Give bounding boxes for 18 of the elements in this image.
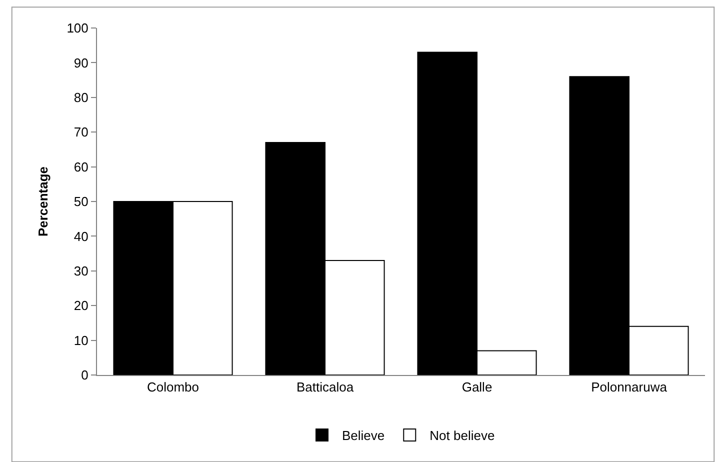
y-tick-label: 70 — [74, 124, 88, 140]
legend-label: Believe — [342, 428, 385, 444]
y-tick-label: 40 — [74, 228, 88, 244]
y-axis-title: Percentage — [36, 166, 51, 237]
y-tick-label: 20 — [74, 298, 88, 314]
y-tick-label: 60 — [74, 159, 88, 174]
y-tick-label: 50 — [74, 194, 88, 210]
x-tick-label: Polonnaruwa — [591, 380, 668, 395]
x-tick-label: Batticaloa — [296, 380, 354, 395]
y-tick-label: 0 — [81, 368, 88, 383]
y-tick-label: 90 — [74, 55, 88, 70]
x-tick-label: Galle — [462, 380, 492, 395]
y-tick-label: 30 — [74, 263, 88, 278]
x-tick-label: Colombo — [146, 380, 200, 395]
y-tick-label: 80 — [74, 90, 88, 105]
y-tick-label: 100 — [66, 20, 88, 36]
legend-label: Not believe — [430, 428, 495, 444]
y-tick-label: 10 — [74, 332, 88, 348]
